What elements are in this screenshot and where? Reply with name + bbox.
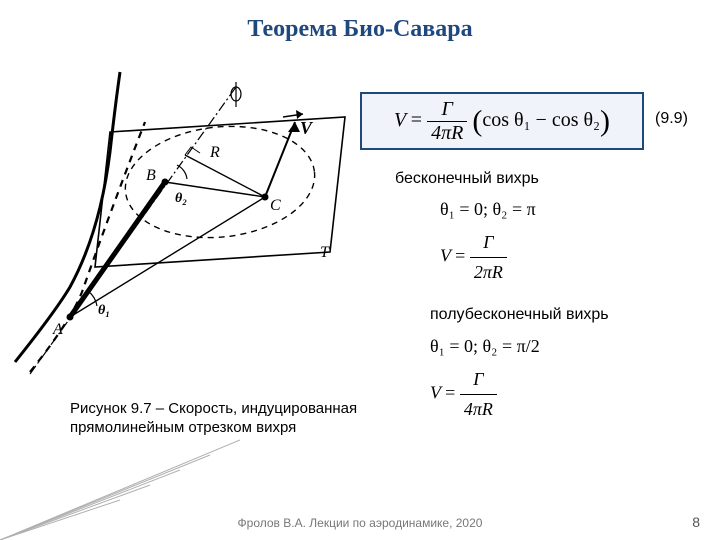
label-theta2: θ₂: [175, 191, 187, 206]
inf-V-den: 2πR: [470, 258, 507, 287]
semi-V-den: 4πR: [460, 395, 497, 424]
label-V: V: [300, 118, 314, 138]
label-B: B: [146, 167, 156, 184]
eq-paren: cos θ₁ − cos θ₂: [482, 109, 600, 131]
eq-num: Γ: [427, 98, 467, 122]
label-A: A: [52, 321, 63, 338]
equation-number: (9.9): [655, 110, 688, 128]
semi-thetas: θ₁ = 0; θ₂ = π/2: [430, 332, 540, 361]
main-equation-box: V = Γ 4πR (cos θ₁ − cos θ₂): [360, 92, 644, 150]
inf-V-num: Γ: [470, 228, 507, 258]
semi-infinite-vortex-label: полубесконечный вихрь: [430, 306, 609, 324]
label-R: R: [209, 144, 220, 161]
page-title: Теорема Био-Савара: [0, 16, 720, 43]
semi-infinite-vortex-eqs: θ₁ = 0; θ₂ = π/2 V = Γ 4πR: [430, 332, 540, 423]
infinite-vortex-eqs: θ₁ = 0; θ₂ = π V = Γ 2πR: [440, 195, 536, 286]
eq-lhs: V: [394, 109, 406, 131]
footer-text: Фролов В.А. Лекции по аэродинамике, 2020: [0, 516, 720, 530]
vortex-diagram: A B C R T V θ₁ θ₂: [10, 62, 355, 392]
label-T: T: [320, 244, 330, 261]
eq-den: 4πR: [427, 122, 467, 145]
page-number: 8: [692, 514, 700, 530]
figure-caption: Рисунок 9.7 – Скорость, индуцированная п…: [70, 400, 360, 438]
label-C: C: [270, 197, 281, 214]
semi-V-num: Γ: [460, 365, 497, 395]
label-theta1: θ₁: [98, 303, 110, 318]
inf-thetas: θ₁ = 0; θ₂ = π: [440, 195, 536, 224]
infinite-vortex-label: бесконечный вихрь: [395, 170, 539, 188]
